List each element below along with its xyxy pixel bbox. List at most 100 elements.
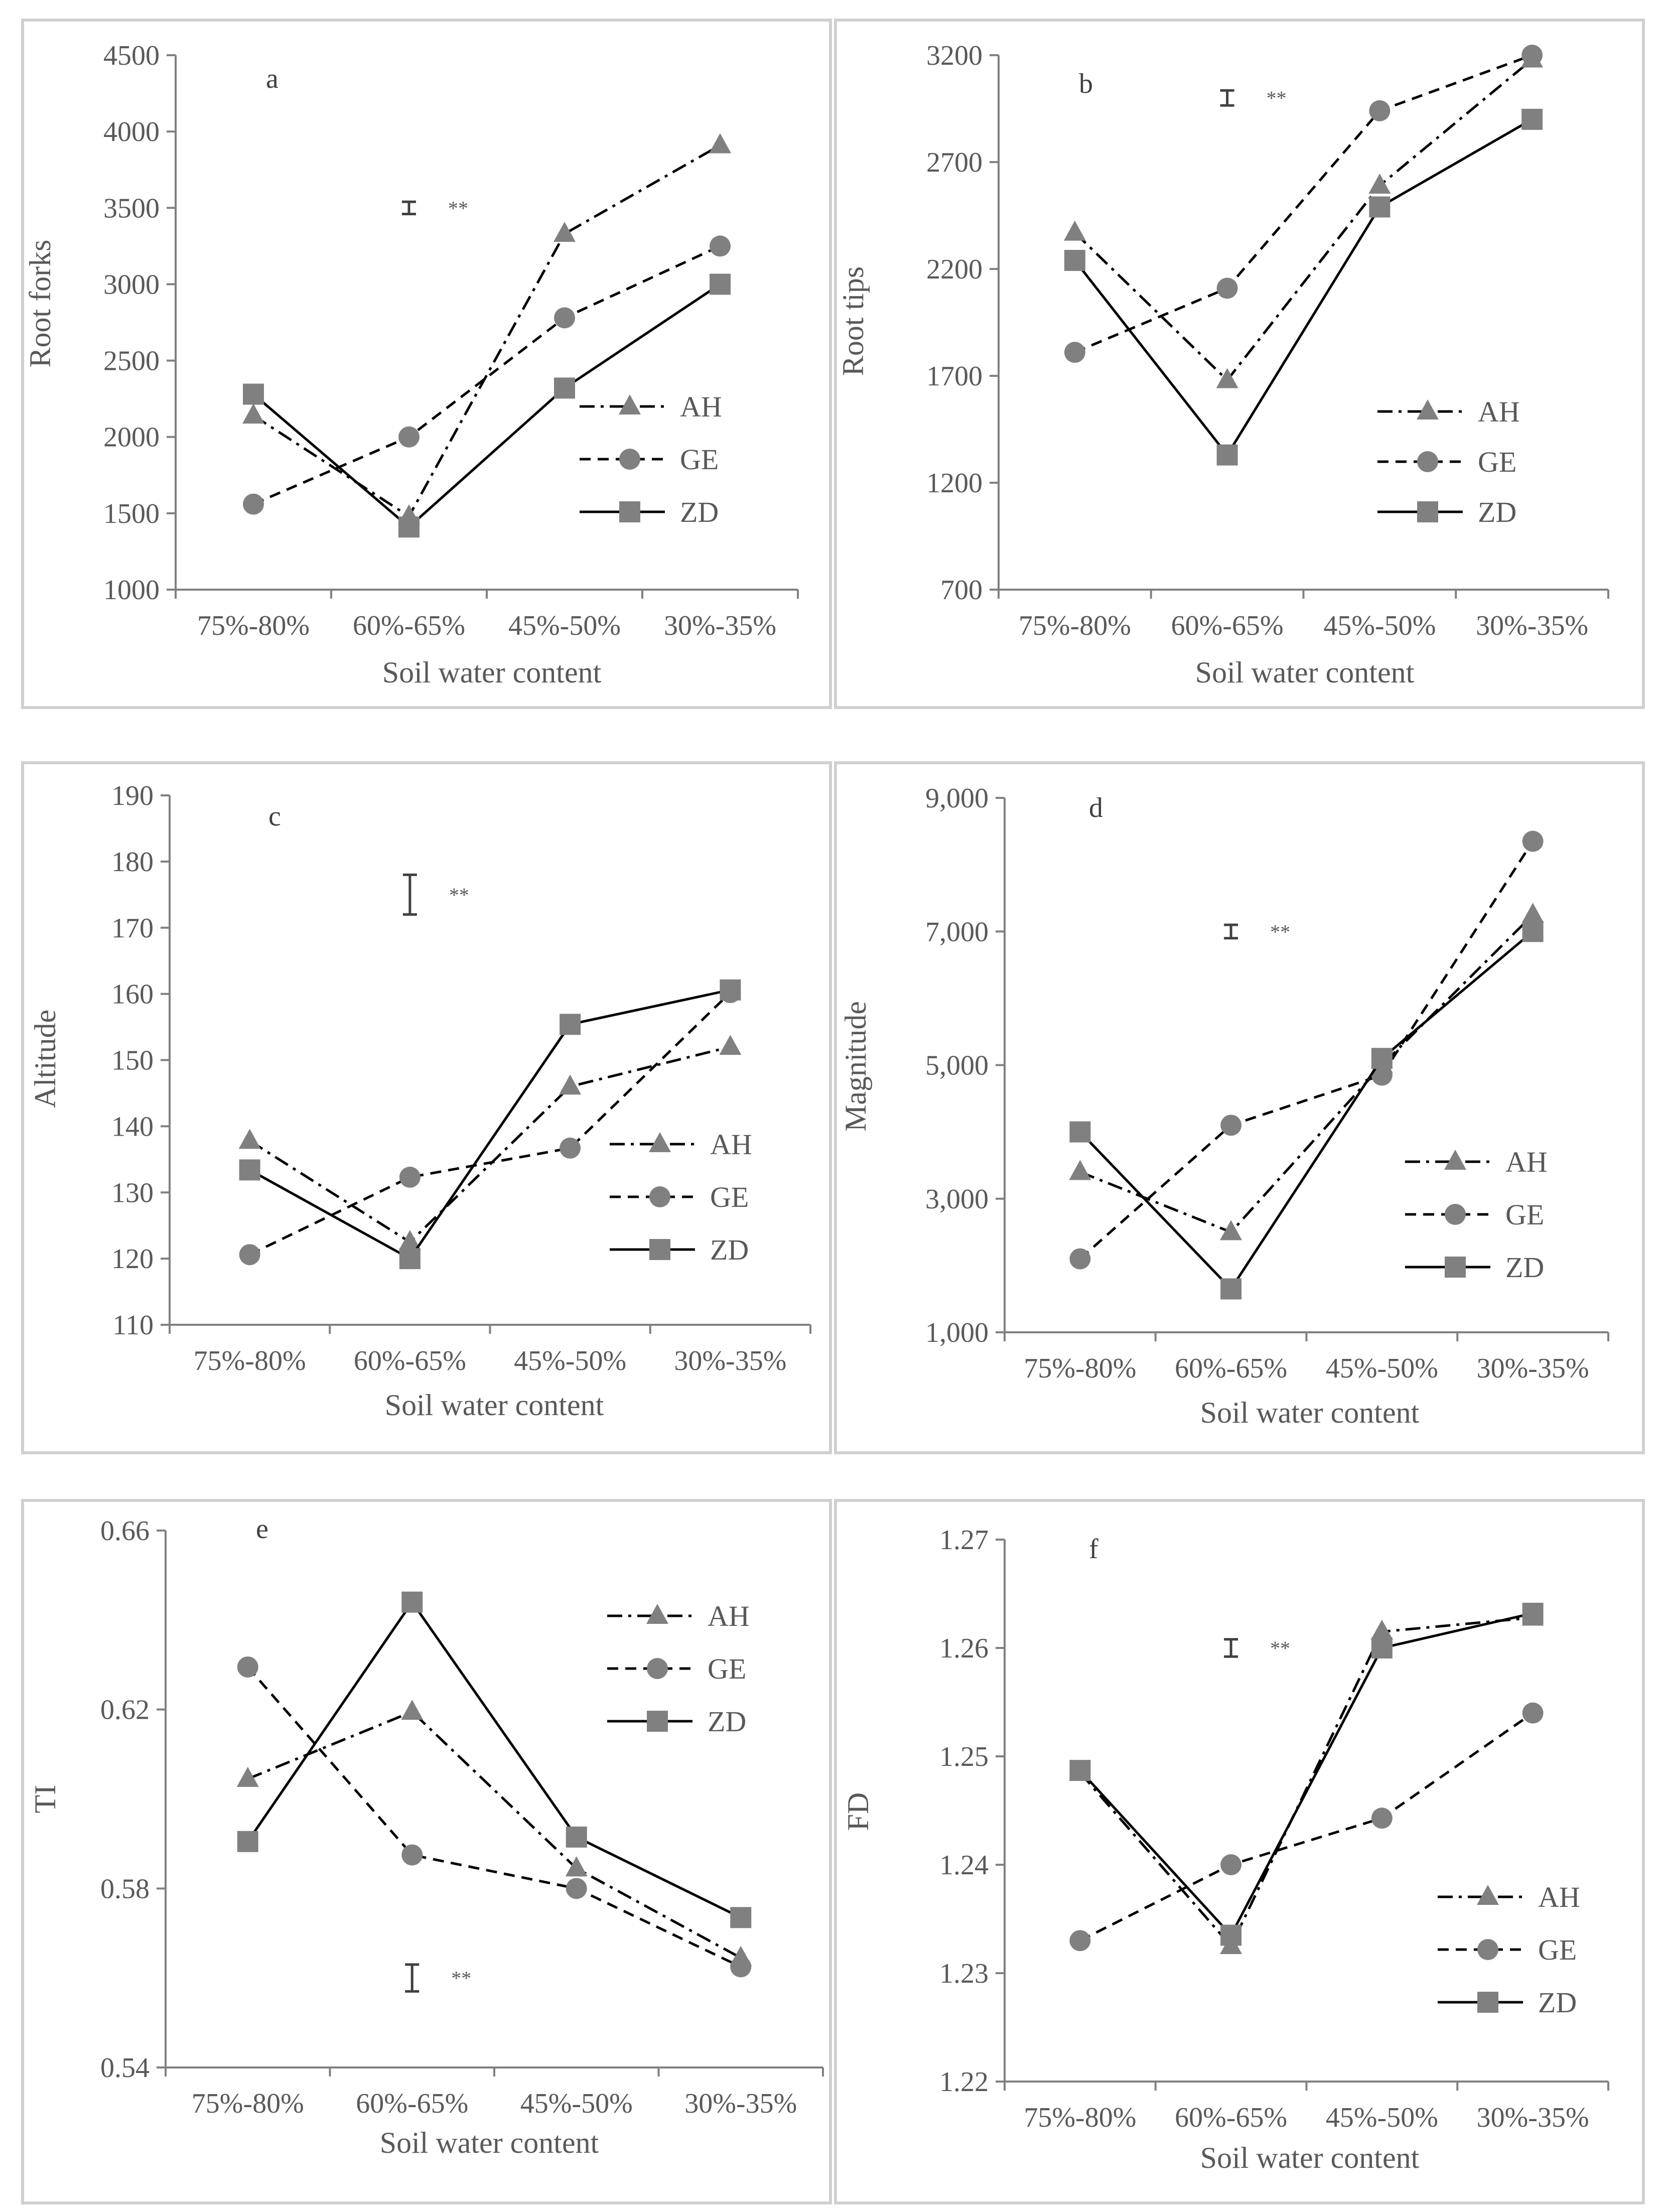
y-axis-title: Altitude: [29, 1010, 62, 1109]
significance-errorbar: **: [402, 197, 468, 219]
data-point-ah: [553, 222, 576, 242]
series-line-ah: [247, 1710, 742, 1959]
x-tick-label: 60%-65%: [354, 1345, 466, 1376]
panel-frame: [834, 761, 1645, 1454]
x-tick-label: 75%-80%: [1019, 610, 1131, 641]
series-line-zd: [246, 1600, 742, 1919]
data-point-zd: [398, 516, 420, 538]
y-tick-label: 1.22: [939, 2066, 989, 2098]
legend-marker-zd: [619, 501, 640, 522]
y-tick-label: 110: [112, 1310, 154, 1341]
series-ah: [1069, 1605, 1544, 1954]
legend-marker-ge: [1445, 1204, 1466, 1225]
series-line-zd: [249, 989, 731, 1261]
y-tick-label: 1.24: [939, 1850, 989, 1881]
data-point-zd: [1069, 1121, 1091, 1143]
data-point-zd: [1371, 1048, 1393, 1069]
data-point-ge: [730, 1956, 752, 1978]
series-ah: [242, 133, 731, 524]
legend-marker-ah: [646, 1604, 668, 1624]
data-point-zd: [710, 273, 731, 295]
x-tick-label: 30%-35%: [664, 610, 776, 641]
x-tick-label: 45%-50%: [514, 1345, 626, 1376]
panel-frame: [21, 761, 832, 1454]
panel-d: 1,000 3,000 5,000 7,000 9,000 75%-80% 60%-65% 4…: [834, 761, 1645, 1454]
series-line-ge: [253, 245, 721, 505]
data-point-ge: [560, 1137, 581, 1159]
data-point-zd: [554, 377, 575, 399]
y-tick-label: 1200: [926, 468, 983, 499]
legend: AH GE ZD: [580, 390, 722, 528]
data-point-zd: [1522, 921, 1544, 942]
legend-marker-ge: [649, 1186, 670, 1207]
x-tick-label: 60%-65%: [356, 2088, 468, 2119]
x-tick-label: 60%-65%: [353, 610, 465, 641]
x-tick-label: 60%-65%: [1175, 2102, 1287, 2133]
data-point-ah: [1063, 220, 1086, 241]
data-point-ge: [1371, 1808, 1393, 1829]
y-axis-title: Root tips: [837, 266, 870, 376]
legend-marker-zd: [649, 1239, 670, 1260]
y-tick-label: 120: [111, 1243, 154, 1275]
y-tick-label: 0.62: [100, 1695, 150, 1726]
panel-letter: c: [268, 801, 281, 832]
legend-label-ge: GE: [680, 443, 719, 476]
y-tick-label: 180: [111, 847, 154, 878]
x-tick-label: 60%-65%: [1171, 610, 1284, 641]
data-point-ah: [565, 1856, 588, 1877]
series-ge: [1069, 831, 1544, 1270]
x-axis-title: Soil water content: [1200, 2141, 1420, 2174]
series-line-ah: [252, 144, 721, 518]
y-tick-label: 1000: [103, 575, 160, 606]
legend-marker-ah: [1477, 1885, 1499, 1905]
x-tick-label: 45%-50%: [1323, 610, 1436, 641]
series-line-ah: [1074, 58, 1533, 382]
legend-marker-ge: [647, 1658, 668, 1679]
data-point-zd: [1220, 1924, 1242, 1946]
data-point-zd: [237, 1831, 258, 1852]
legend-marker-ah: [649, 1132, 671, 1152]
panel-letter: d: [1089, 792, 1103, 823]
y-tick-label: 7,000: [925, 916, 989, 947]
data-point-zd: [1216, 444, 1238, 466]
data-point-ge: [1220, 1854, 1242, 1875]
legend-marker-ge: [1477, 1939, 1498, 1960]
data-point-ah: [719, 1035, 742, 1055]
legend-label-zd: ZD: [1538, 1986, 1577, 2019]
x-tick-label: 75%-80%: [197, 610, 310, 641]
series-zd: [239, 979, 741, 1270]
x-axis-title: Soil water content: [1200, 1396, 1420, 1429]
series-line-zd: [1079, 1612, 1534, 1938]
panel-frame: [21, 19, 832, 709]
legend-label-ah: AH: [1478, 395, 1520, 428]
data-point-ah: [242, 403, 264, 424]
data-point-ah: [236, 1766, 259, 1787]
legend-label-zd: ZD: [680, 496, 719, 528]
data-point-ge: [1369, 100, 1391, 121]
y-axis-title: FD: [842, 1792, 875, 1831]
y-tick-label: 2700: [926, 147, 983, 178]
data-point-ah: [1069, 1160, 1091, 1180]
y-tick-label: 0.66: [100, 1515, 150, 1547]
x-tick-label: 45%-50%: [508, 610, 621, 641]
data-point-ge: [554, 307, 575, 329]
legend-label-ah: AH: [1505, 1146, 1548, 1178]
data-point-ah: [1368, 173, 1391, 194]
y-tick-label: 1500: [103, 498, 160, 529]
data-point-ah: [709, 133, 731, 154]
data-point-ge: [401, 1844, 423, 1866]
data-point-ah: [398, 1230, 421, 1251]
panel-letter: a: [266, 63, 279, 94]
significance-label: **: [1270, 920, 1290, 943]
x-tick-label: 30%-35%: [1477, 2102, 1589, 2133]
legend-marker-ah: [619, 394, 641, 414]
x-tick-label: 75%-80%: [192, 2088, 304, 2119]
series-line-ah: [1079, 1616, 1533, 1949]
y-tick-label: 1.26: [939, 1633, 989, 1664]
legend-marker-ge: [619, 449, 640, 470]
x-axis-title: Soil water content: [1195, 656, 1415, 689]
data-point-zd: [239, 1159, 260, 1181]
x-tick-label: 45%-50%: [1326, 1353, 1438, 1384]
y-tick-label: 2500: [103, 346, 160, 377]
